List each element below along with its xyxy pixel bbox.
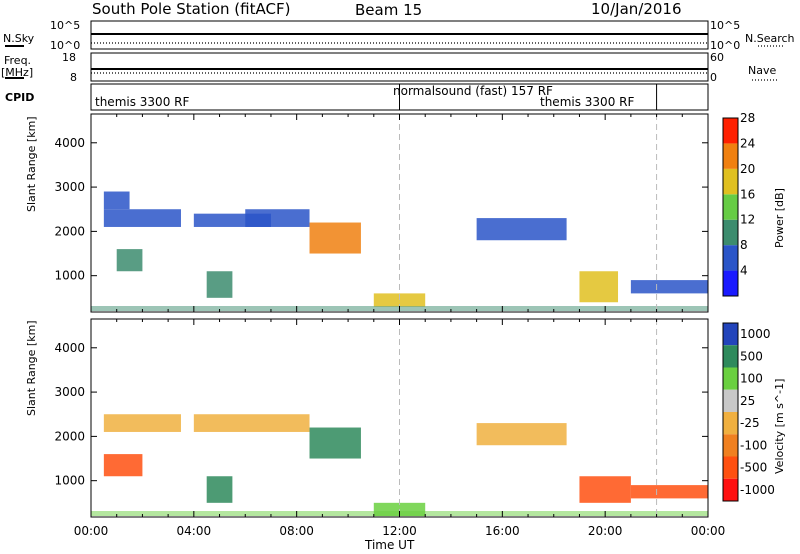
power-colorbar-swatch — [723, 219, 738, 246]
x-tick-label: 12:00 — [382, 524, 417, 538]
power-colorbar-swatch — [723, 143, 738, 169]
power-colorbar-tick-label: 28 — [740, 111, 755, 125]
power-data-region — [206, 271, 233, 298]
nsky-label: N.Sky — [3, 32, 35, 45]
velocity-colorbar-tick-label: -500 — [740, 461, 767, 475]
freq-label: Freq. — [4, 54, 32, 67]
power-data-region — [373, 293, 426, 307]
power-data-region — [116, 249, 143, 272]
power-colorbar-tick-label: 4 — [740, 264, 748, 278]
freq-unit-label: [MHz] — [1, 66, 34, 79]
power-data-region — [103, 209, 181, 227]
nsky-tick-bottom: 10^0 — [50, 39, 81, 52]
date-label: 10/Jan/2016 — [591, 0, 682, 18]
nave-tick-bottom: 0 — [710, 71, 717, 84]
velocity-data-region — [630, 485, 708, 499]
cpid-segment-label: themis 3300 RF — [95, 95, 190, 109]
beam-label: Beam 15 — [355, 1, 423, 19]
velocity-data-region — [206, 476, 233, 503]
velocity-data-region — [193, 414, 310, 432]
cpid-segment-label: themis 3300 RF — [540, 95, 635, 109]
freq-tick-bottom: 8 — [70, 71, 77, 84]
power-colorbar-frame — [722, 117, 739, 297]
velocity-colorbar-frame — [722, 322, 739, 502]
velocity-data-region — [309, 427, 361, 459]
freq-panel-frame — [90, 52, 709, 82]
nsky-tick-top: 10^5 — [50, 19, 81, 32]
power-colorbar-tick-label: 12 — [740, 213, 755, 227]
velocity-y-tick-label: 1000 — [54, 474, 85, 488]
velocity-y-tick-label: 3000 — [54, 385, 85, 399]
velocity-colorbar-tick-label: -1000 — [740, 483, 775, 497]
power-colorbar-tick-label: 8 — [740, 238, 748, 252]
power-colorbar-swatch — [723, 270, 738, 296]
velocity-colorbar-tick-label: 500 — [740, 349, 763, 363]
cpid-label: CPID — [5, 91, 35, 104]
power-colorbar-tick-label: 20 — [740, 162, 755, 176]
x-tick-label: 00:00 — [74, 524, 109, 538]
velocity-data-region — [103, 454, 143, 477]
power-data-region — [309, 222, 361, 254]
power-colorbar-tick-label: 24 — [740, 136, 755, 150]
power-colorbar-swatch — [723, 118, 738, 144]
power-data-region — [245, 209, 310, 227]
velocity-colorbar-tick-label: -100 — [740, 438, 767, 452]
power-data-region — [103, 191, 130, 210]
velocity-colorbar-swatch — [723, 412, 738, 435]
nsearch-tick-bottom: 10^0 — [710, 39, 741, 52]
nave-label: Nave — [748, 64, 777, 77]
velocity-colorbar-tick-label: 25 — [740, 394, 755, 408]
velocity-y-tick-label: 2000 — [54, 429, 85, 443]
x-tick-label: 08:00 — [279, 524, 314, 538]
velocity-colorbar-swatch — [723, 456, 738, 479]
station-title: South Pole Station (fitACF) — [92, 0, 291, 18]
velocity-data-region — [579, 476, 631, 503]
power-data-region — [476, 218, 567, 241]
power-colorbar-tick-label: 16 — [740, 187, 755, 201]
velocity-y-tick-label: 4000 — [54, 341, 85, 355]
velocity-colorbar-swatch — [723, 389, 738, 412]
velocity-colorbar-swatch — [723, 367, 738, 390]
velocity-colorbar-tick-label: -25 — [740, 416, 760, 430]
nave-tick-top: 60 — [710, 51, 724, 64]
x-tick-label: 16:00 — [485, 524, 520, 538]
velocity-colorbar-swatch — [723, 345, 738, 368]
cpid-segment-label: normalsound (fast) 157 RF — [393, 84, 553, 98]
power-y-tick-label: 1000 — [54, 269, 85, 283]
power-data-region — [630, 280, 708, 294]
power-data-region — [579, 271, 619, 303]
x-axis-label: Time UT — [365, 538, 415, 552]
power-colorbar-swatch — [723, 245, 738, 271]
velocity-colorbar-swatch — [723, 478, 738, 501]
power-y-tick-label: 3000 — [54, 180, 85, 194]
power-y-tick-label: 2000 — [54, 224, 85, 238]
freq-tick-top: 18 — [62, 51, 76, 64]
velocity-colorbar-tick-label: 1000 — [740, 327, 771, 341]
x-tick-label: 20:00 — [588, 524, 623, 538]
x-tick-label: 04:00 — [177, 524, 212, 538]
velocity-data-region — [476, 423, 567, 446]
velocity-data-region — [103, 414, 181, 432]
nsearch-tick-top: 10^5 — [710, 19, 741, 32]
velocity-colorbar-tick-label: 100 — [740, 372, 763, 386]
velocity-colorbar-swatch — [723, 323, 738, 346]
x-tick-label: 00:00 — [691, 524, 726, 538]
power-y-tick-label: 4000 — [54, 136, 85, 150]
nsearch-label: N.Search — [745, 32, 795, 45]
power-colorbar-swatch — [723, 168, 738, 195]
power-colorbar-swatch — [723, 194, 738, 220]
velocity-colorbar-swatch — [723, 434, 738, 457]
